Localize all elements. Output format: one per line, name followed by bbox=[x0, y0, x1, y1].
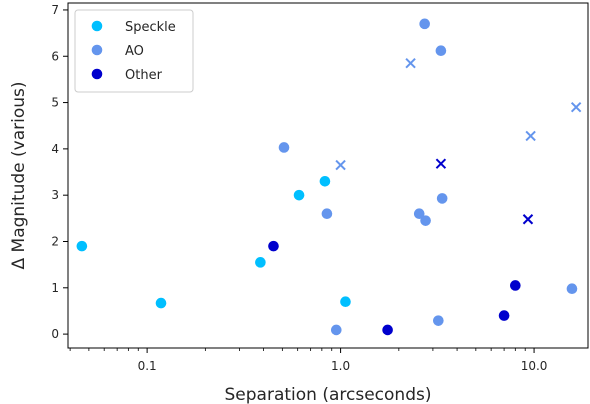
y-tick-label: 5 bbox=[51, 96, 59, 110]
data-point-x bbox=[335, 159, 346, 171]
plot-frame bbox=[67, 2, 589, 349]
data-points bbox=[76, 18, 582, 336]
y-tick-label: 1 bbox=[51, 281, 59, 295]
x-marker-stroke bbox=[435, 158, 447, 169]
legend-label-ao: AO bbox=[125, 44, 144, 59]
data-point-ao bbox=[420, 215, 431, 226]
y-tick-label: 7 bbox=[51, 3, 59, 17]
data-point-ao bbox=[278, 142, 290, 153]
data-point-ao bbox=[435, 45, 447, 56]
data-point-ao bbox=[566, 283, 578, 295]
x-marker-stroke bbox=[335, 159, 346, 171]
data-point-speckle bbox=[293, 189, 305, 201]
data-point-other bbox=[382, 324, 393, 336]
data-point-ao bbox=[436, 193, 448, 204]
data-point-x bbox=[570, 101, 582, 113]
data-point-ao bbox=[433, 315, 444, 326]
legend-marker-other bbox=[91, 68, 103, 80]
data-point-other bbox=[498, 310, 510, 321]
data-point-other bbox=[268, 240, 279, 252]
y-axis-ticks: 0 1 2 3 4 5 6 7 bbox=[51, 3, 68, 341]
y-tick-label: 2 bbox=[51, 234, 59, 248]
data-point-speckle bbox=[319, 175, 331, 187]
x-axis-ticks: 0.1 1.0 10.0 bbox=[69, 348, 548, 373]
data-point-ao bbox=[413, 208, 425, 220]
x-marker-stroke bbox=[405, 57, 416, 69]
data-point-ao bbox=[419, 18, 430, 30]
data-point-speckle bbox=[155, 297, 167, 309]
legend-marker-speckle bbox=[91, 20, 103, 32]
x-tick-label: 1.0 bbox=[331, 359, 350, 373]
x-marker-stroke bbox=[525, 130, 536, 142]
data-point-speckle bbox=[255, 257, 266, 268]
legend: Speckle AO Other bbox=[74, 9, 194, 93]
data-point-speckle bbox=[76, 240, 88, 252]
data-point-other bbox=[510, 280, 521, 291]
y-tick-label: 4 bbox=[51, 142, 59, 156]
data-point-x bbox=[525, 130, 536, 142]
y-axis-label: Δ Magnitude (various) bbox=[9, 82, 29, 270]
legend-marker-ao bbox=[91, 44, 103, 56]
data-point-x bbox=[435, 158, 447, 169]
x-marker-stroke bbox=[570, 101, 582, 113]
legend-label-other: Other bbox=[125, 68, 163, 83]
x-tick-label: 10.0 bbox=[521, 359, 548, 373]
data-point-x bbox=[405, 57, 416, 69]
x-tick-label: 0.1 bbox=[138, 359, 157, 373]
y-tick-label: 0 bbox=[51, 327, 59, 341]
x-axis-label: Separation (arcseconds) bbox=[225, 385, 432, 404]
data-point-x bbox=[522, 214, 534, 225]
y-tick-label: 6 bbox=[51, 49, 59, 63]
data-point-speckle bbox=[340, 296, 351, 307]
legend-box bbox=[74, 9, 194, 93]
legend-label-speckle: Speckle bbox=[125, 20, 176, 35]
data-point-ao bbox=[330, 324, 342, 336]
y-tick-label: 3 bbox=[51, 188, 59, 202]
x-marker-stroke bbox=[522, 214, 534, 225]
plot-area bbox=[67, 2, 589, 349]
data-point-ao bbox=[321, 208, 333, 220]
